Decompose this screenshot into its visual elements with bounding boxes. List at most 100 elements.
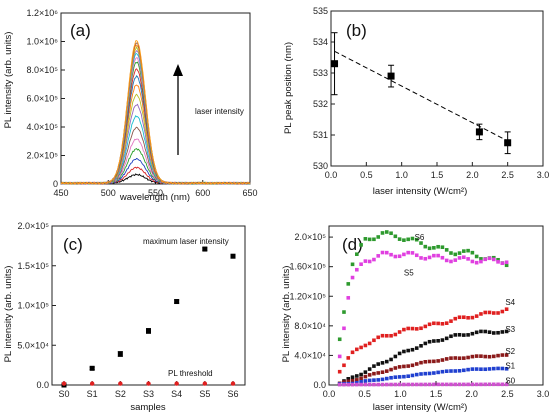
series-point [393,354,398,359]
y-tick-label: 1.0×10⁵ [17,301,49,311]
series-point [402,327,406,332]
x-tick-label: 2.5 [501,389,514,399]
x-tick-label: 1.0 [395,170,408,180]
x-tick-label: 2.0 [466,170,479,180]
series-label: S2 [505,347,515,356]
threshold-point [146,381,151,386]
series-point [491,382,496,387]
series-point [350,378,355,383]
series-point [384,376,389,381]
series-label: S3 [505,325,515,334]
series-point [440,358,445,362]
series-point [419,344,423,348]
series-point [380,382,385,387]
series-point [457,315,462,320]
series-point [470,250,475,255]
x-tick-label: 0.0 [323,389,336,399]
series-point [355,374,359,378]
series-point [427,322,432,327]
series-label: S4 [505,298,515,307]
series-point [414,237,419,242]
series-point [423,244,428,249]
series-point [432,321,436,326]
series-point [479,312,483,316]
series-point [367,378,372,383]
max-intensity-point [230,253,236,259]
x-tick-label: S0 [58,389,69,399]
series-point [436,253,440,258]
spectrum-line [61,50,251,185]
y-tick-label: 530 [313,161,328,171]
series-point [397,254,402,259]
series-point [346,356,351,360]
data-point [475,128,483,136]
threshold-point [61,381,67,386]
series-point [337,354,342,359]
series-point [359,345,363,350]
y-tick-label: 0 [53,179,58,189]
series-point [487,382,492,387]
series-point [504,366,509,371]
series-point [483,367,488,372]
series-point [372,382,376,387]
series-point [491,311,496,315]
series-point [384,382,389,387]
series-point [470,354,475,359]
series-point [402,364,406,369]
panel-d-ylabel: PL intensity (arb. units) [281,266,292,363]
series-point [346,296,351,300]
y-tick-label: 1.60×10⁵ [289,262,326,272]
series-point [474,330,479,335]
data-point [504,139,512,147]
series-point [419,360,423,365]
series-point [500,330,505,334]
series-point [397,351,402,356]
max-intensity-point [202,246,208,252]
series-point [337,382,342,387]
series-point [457,332,462,337]
series-point [380,361,385,365]
series-point [487,367,492,371]
x-tick-label: S1 [87,389,98,399]
series-point [466,248,470,253]
series-point [432,253,436,258]
panel-c: (c) samples PL intensity (arb. units) ma… [3,221,246,413]
series-point [462,255,466,260]
series-point [453,316,458,321]
series-point [432,371,436,375]
series-label: S0 [505,377,515,386]
series-point [380,231,385,235]
series-point [367,259,372,264]
series-point [449,259,453,264]
series-point [440,245,445,250]
series-point [457,369,462,373]
series-point [504,263,509,268]
panel-a: (a) wavelength (nm) PL intensity (arb. u… [3,8,258,203]
threshold-point [89,381,95,386]
fit-line [334,50,512,144]
series-point [393,382,398,387]
x-tick-label: 550 [148,188,163,198]
series-point [406,237,410,242]
series-point [500,353,505,357]
series-point [376,371,381,375]
series-point [483,310,488,315]
series-point [414,362,419,366]
series-point [504,329,509,334]
series-point [462,356,466,360]
series-point [367,237,372,242]
panel-b-plot: 0.0 0.5 1.0 1.5 2.0 2.5 3.0 530 531 532 533 534 535 [313,6,549,180]
series-point [389,375,393,380]
y-tick-label: 535 [313,6,328,16]
series-point [389,252,393,257]
series-point [406,326,410,331]
series-point [367,382,372,387]
series-point [337,337,342,342]
x-tick-label: 650 [242,188,257,198]
series-point [487,330,492,334]
series-point [436,370,440,375]
laser-intensity-arrowhead [173,64,183,76]
series-point [380,377,385,382]
series-point [457,356,462,361]
series-point [410,236,415,241]
